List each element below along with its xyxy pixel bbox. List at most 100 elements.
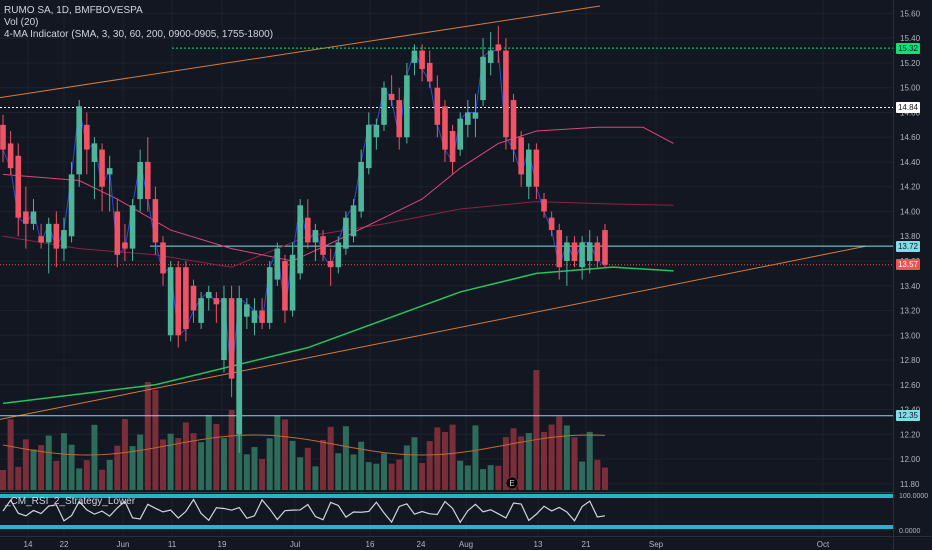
volume-legend[interactable]: Vol (20) xyxy=(4,17,39,28)
candle-body xyxy=(457,118,463,150)
volume-bar xyxy=(152,390,159,490)
candle-body xyxy=(198,298,204,323)
y-tick-label: 12.60 xyxy=(900,381,921,390)
volume-bar xyxy=(190,433,197,490)
candle-body xyxy=(221,298,227,361)
candle-body xyxy=(365,124,372,169)
volume-bars xyxy=(0,370,608,490)
rsi-title[interactable]: _CM_RSI_2_Strategy_Lower xyxy=(5,496,136,507)
candle-body xyxy=(442,106,448,150)
y-tick-label: 13.20 xyxy=(900,307,921,316)
volume-bar xyxy=(160,439,167,490)
volume-bar xyxy=(327,426,334,490)
volume-bar xyxy=(320,439,327,490)
y-tick-label: 13.80 xyxy=(900,232,921,241)
volume-bar xyxy=(243,454,250,490)
candle-body xyxy=(213,298,220,305)
price-label: 13.57 xyxy=(896,259,920,271)
volume-bar xyxy=(220,438,227,490)
price-label: 14.84 xyxy=(896,102,920,113)
volume-bar xyxy=(342,426,349,490)
x-tick-label: Jul xyxy=(290,540,300,549)
candle-body xyxy=(289,254,296,311)
x-tick-label: 21 xyxy=(582,540,591,549)
volume-bar xyxy=(205,415,212,490)
x-tick-label: Aug xyxy=(459,540,473,549)
y-tick-label: 13.40 xyxy=(900,282,921,291)
candle-body xyxy=(282,260,288,311)
trendlines xyxy=(0,5,867,420)
candle-body xyxy=(465,112,471,125)
candle-body xyxy=(510,100,517,150)
candle-body xyxy=(411,50,418,63)
volume-bar xyxy=(30,449,37,490)
volume-bar xyxy=(335,453,342,490)
candle-body xyxy=(373,124,380,138)
volume-bar xyxy=(167,433,174,490)
volume-bar xyxy=(586,431,593,490)
candle-body xyxy=(23,211,29,224)
y-tick-label: 12.40 xyxy=(900,406,921,415)
volume-bar xyxy=(518,436,525,490)
candle-body xyxy=(251,310,258,323)
y-tick-label: 14.60 xyxy=(900,133,921,142)
candle-body xyxy=(68,174,75,237)
volume-bar xyxy=(548,424,555,490)
volume-bar xyxy=(228,410,235,490)
volume-bar xyxy=(7,419,14,490)
earnings-marker xyxy=(505,476,519,490)
candle-body xyxy=(76,106,82,175)
candle-body xyxy=(358,161,364,212)
volume-bar xyxy=(434,427,441,490)
candle-body xyxy=(312,230,319,243)
x-tick-label: 16 xyxy=(366,540,375,549)
y-tick-label: 15.40 xyxy=(900,34,921,43)
y-tick-label: 15.20 xyxy=(900,59,921,68)
ma-legend[interactable]: 4-MA Indicator (SMA, 3, 30, 60, 200, 090… xyxy=(4,29,274,40)
price-axis[interactable]: 15.6015.4015.2015.0014.8014.6014.4014.20… xyxy=(893,0,921,550)
candle-body xyxy=(602,230,608,265)
candle-body xyxy=(419,50,425,70)
symbol-legend[interactable]: RUMO SA, 1D, BMFBOVESPA xyxy=(4,5,143,16)
volume-bar xyxy=(533,370,540,490)
candle-body xyxy=(327,260,334,268)
volume-ma-line xyxy=(2,434,606,456)
candle-body xyxy=(99,149,105,187)
volume-bar xyxy=(411,437,418,490)
x-tick-label: Sep xyxy=(649,540,664,549)
y-tick-label: 12.80 xyxy=(900,356,921,365)
rsi-bottom-band xyxy=(0,525,893,529)
volume-bar xyxy=(426,441,433,490)
candle-body xyxy=(350,205,357,237)
candle-body xyxy=(594,242,601,261)
candle-body xyxy=(305,217,311,243)
volume-bar xyxy=(579,461,586,490)
candlesticks: E xyxy=(0,25,608,490)
volume-bar xyxy=(182,422,189,490)
x-tick-label: 24 xyxy=(417,540,426,549)
sma-3-line xyxy=(2,49,606,379)
volume-bar xyxy=(114,445,121,490)
candle-body xyxy=(564,242,570,261)
rsi-top-band xyxy=(0,494,893,498)
volume-bar xyxy=(137,434,144,490)
y-tick-label: 12.00 xyxy=(900,455,921,464)
candle-body xyxy=(160,242,166,274)
candle-body xyxy=(38,236,44,243)
candle-body xyxy=(495,44,502,51)
candle-body xyxy=(30,211,37,224)
candle-body xyxy=(381,87,387,125)
volume-bar xyxy=(175,438,182,490)
x-tick-label: 19 xyxy=(218,540,227,549)
time-axis[interactable]: 14 22 Jun 11 19 Jul 16 24 Aug 13 21 Sep Oct xyxy=(0,536,932,550)
candle-body xyxy=(236,298,243,435)
volume-bar xyxy=(129,446,136,490)
volume-bar xyxy=(419,463,426,490)
candle-body xyxy=(388,93,395,101)
volume-bar xyxy=(495,465,502,490)
x-tick-label: Jun xyxy=(117,540,130,549)
volume-bar xyxy=(60,433,67,490)
candle-body xyxy=(480,56,486,101)
volume-bar xyxy=(38,445,45,490)
